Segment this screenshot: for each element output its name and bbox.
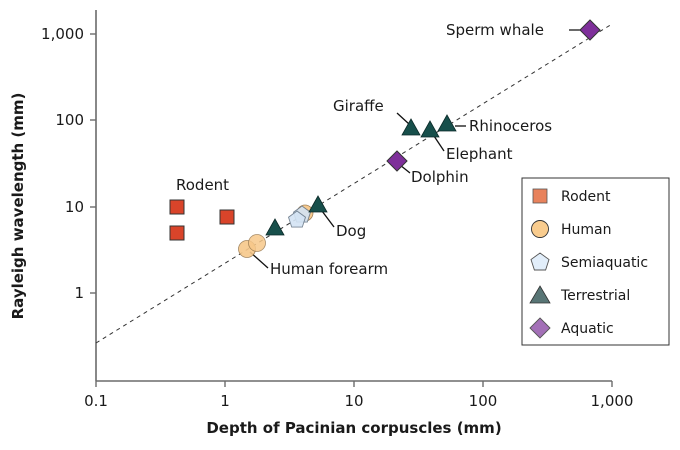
y-tick-label: 10 <box>65 198 84 216</box>
y-tick-label: 100 <box>55 111 84 129</box>
x-tick-label: 10 <box>344 392 363 410</box>
legend-label-semiaquatic: Semiaquatic <box>561 255 648 271</box>
x-tick-label: 1 <box>220 392 230 410</box>
x-tick-label: 0.1 <box>84 392 108 410</box>
terrestrial-marker-rhinoceros <box>437 114 457 132</box>
label-dolphin: Dolphin <box>411 168 469 186</box>
series-terrestrial <box>265 114 457 236</box>
legend-semiaquatic-pentagon-icon <box>530 252 550 271</box>
leader-dog <box>321 210 335 228</box>
label-elephant: Elephant <box>446 145 513 163</box>
y-axis-title: Rayleigh wavelength (mm) <box>9 93 27 320</box>
legend-label-aquatic: Aquatic <box>561 321 614 337</box>
semiaquatic-marker <box>287 210 307 228</box>
y-tick-label: 1,000 <box>41 25 84 43</box>
annotations: Rodent Human forearm Dog Giraffe Elephan… <box>176 21 552 278</box>
series-human <box>238 204 314 258</box>
terrestrial-marker-giraffe <box>401 118 421 136</box>
label-human-forearm: Human forearm <box>270 260 388 278</box>
label-dog: Dog <box>336 222 366 240</box>
legend-terrestrial-triangle-icon <box>529 285 551 304</box>
terrestrial-marker-dog <box>308 195 328 213</box>
label-rodent: Rodent <box>176 176 229 194</box>
series-rodent <box>169 199 235 241</box>
axes: 1,000 100 10 1 0.1 1 10 100 1,000 Depth … <box>9 10 633 437</box>
aquatic-marker-sperm-whale <box>579 19 601 41</box>
x-tick-label: 1,000 <box>591 392 634 410</box>
rodent-marker <box>219 209 235 225</box>
terrestrial-marker <box>265 218 285 236</box>
human-marker <box>248 234 266 252</box>
label-sperm-whale: Sperm whale <box>446 21 544 39</box>
terrestrial-marker-elephant <box>420 120 440 138</box>
leader-giraffe <box>396 112 410 125</box>
rodent-marker <box>169 225 185 241</box>
legend-label-rodent: Rodent <box>561 189 611 205</box>
series-aquatic <box>386 19 601 172</box>
aquatic-marker-dolphin <box>386 150 408 172</box>
label-giraffe: Giraffe <box>333 97 384 115</box>
legend-rodent-square-icon <box>532 188 548 204</box>
legend-label-terrestrial: Terrestrial <box>560 288 630 304</box>
x-tick-label: 100 <box>469 392 498 410</box>
label-rhinoceros: Rhinoceros <box>469 117 552 135</box>
x-axis-title: Depth of Pacinian corpuscles (mm) <box>206 419 501 437</box>
legend-label-human: Human <box>561 222 612 238</box>
legend-human-circle-icon <box>531 220 549 238</box>
rodent-marker <box>169 199 185 215</box>
legend-aquatic-diamond-icon <box>529 317 551 339</box>
fit-line <box>95 23 613 344</box>
y-tick-label: 1 <box>74 284 84 302</box>
legend: Rodent Human Semiaquatic Terrestrial Aqu… <box>521 177 670 346</box>
